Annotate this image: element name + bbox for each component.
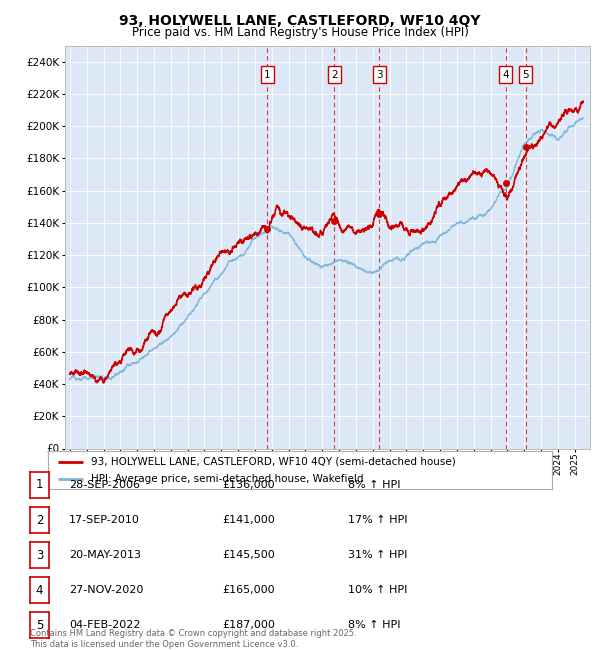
Text: 10% ↑ HPI: 10% ↑ HPI: [348, 585, 407, 595]
Text: Price paid vs. HM Land Registry's House Price Index (HPI): Price paid vs. HM Land Registry's House …: [131, 26, 469, 39]
Text: 8% ↑ HPI: 8% ↑ HPI: [348, 480, 401, 490]
Text: 2: 2: [331, 70, 338, 79]
Text: 3: 3: [36, 549, 43, 562]
Text: £145,500: £145,500: [222, 550, 275, 560]
Text: Contains HM Land Registry data © Crown copyright and database right 2025.
This d: Contains HM Land Registry data © Crown c…: [30, 629, 356, 649]
Text: 93, HOLYWELL LANE, CASTLEFORD, WF10 4QY (semi-detached house): 93, HOLYWELL LANE, CASTLEFORD, WF10 4QY …: [91, 457, 455, 467]
Text: 4: 4: [503, 70, 509, 79]
Text: 93, HOLYWELL LANE, CASTLEFORD, WF10 4QY: 93, HOLYWELL LANE, CASTLEFORD, WF10 4QY: [119, 14, 481, 29]
Text: 17% ↑ HPI: 17% ↑ HPI: [348, 515, 407, 525]
Text: 5: 5: [36, 619, 43, 632]
Text: 20-MAY-2013: 20-MAY-2013: [69, 550, 141, 560]
Text: 31% ↑ HPI: 31% ↑ HPI: [348, 550, 407, 560]
Text: 3: 3: [376, 70, 382, 79]
Text: £141,000: £141,000: [222, 515, 275, 525]
Text: HPI: Average price, semi-detached house, Wakefield: HPI: Average price, semi-detached house,…: [91, 474, 364, 484]
Text: 8% ↑ HPI: 8% ↑ HPI: [348, 620, 401, 630]
Text: 27-NOV-2020: 27-NOV-2020: [69, 585, 143, 595]
Text: 4: 4: [36, 584, 43, 597]
Text: 04-FEB-2022: 04-FEB-2022: [69, 620, 140, 630]
Text: £136,000: £136,000: [222, 480, 275, 490]
Text: 17-SEP-2010: 17-SEP-2010: [69, 515, 140, 525]
Text: 1: 1: [264, 70, 271, 79]
Text: 5: 5: [523, 70, 529, 79]
Text: 28-SEP-2006: 28-SEP-2006: [69, 480, 140, 490]
Text: 2: 2: [36, 514, 43, 526]
Text: 1: 1: [36, 478, 43, 491]
Text: £165,000: £165,000: [222, 585, 275, 595]
Text: £187,000: £187,000: [222, 620, 275, 630]
